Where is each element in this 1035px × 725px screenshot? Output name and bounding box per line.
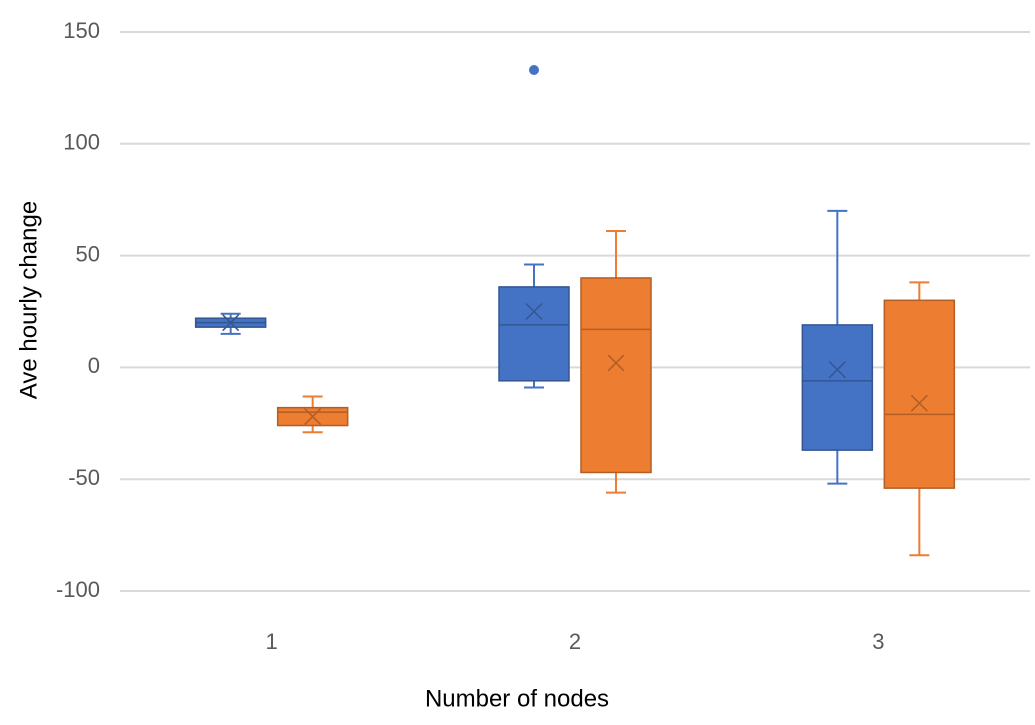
y-tick-label: 50 (76, 241, 100, 266)
outlier (529, 65, 539, 76)
box (883, 299, 956, 489)
mean-marker (607, 354, 625, 372)
x-tick-label: 2 (569, 629, 581, 654)
y-tick-label: 150 (63, 18, 100, 43)
x-axis-title: Number of nodes (425, 685, 609, 712)
box (580, 277, 652, 474)
y-tick-label: -50 (68, 465, 100, 490)
y-tick-label: 0 (88, 353, 100, 378)
mean-marker (525, 302, 543, 321)
mean-marker (304, 408, 322, 426)
box (498, 286, 570, 382)
mean-marker (910, 394, 928, 412)
y-axis-title: Ave hourly change (15, 201, 42, 399)
x-tick-label: 3 (872, 629, 884, 654)
box (801, 324, 874, 451)
x-tick-label: 1 (266, 629, 278, 654)
mean-marker (828, 361, 846, 379)
y-tick-label: -100 (56, 577, 100, 602)
y-tick-label: 100 (63, 130, 100, 155)
mean-marker (222, 314, 240, 332)
